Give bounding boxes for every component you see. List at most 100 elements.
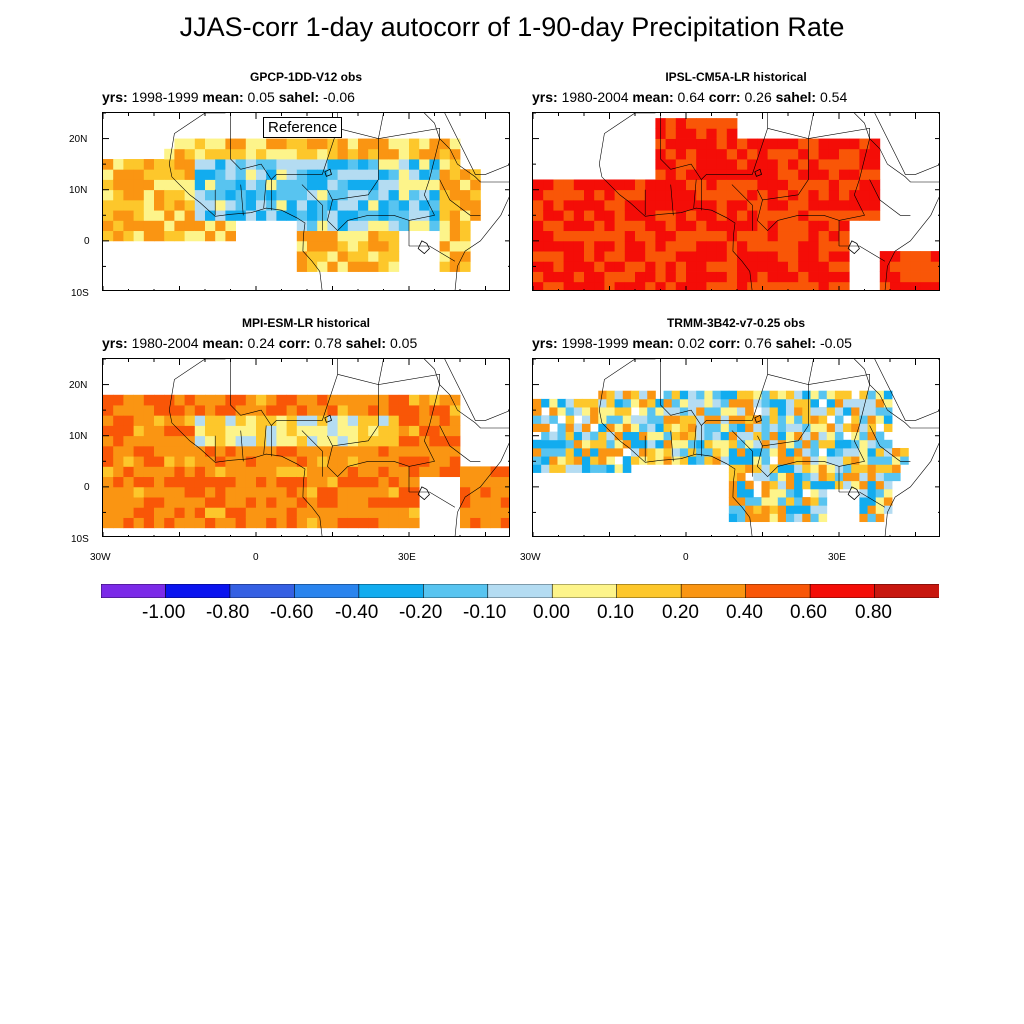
heatmap-cell bbox=[828, 240, 840, 252]
heatmap-cell bbox=[930, 251, 939, 262]
heatmap-cell bbox=[696, 261, 707, 272]
heatmap-cell bbox=[409, 189, 420, 201]
heatmap-cell bbox=[767, 138, 779, 150]
lake-outline bbox=[847, 240, 860, 255]
heatmap-cell bbox=[317, 240, 328, 252]
heatmap-cell bbox=[563, 179, 575, 191]
heatmap-cell bbox=[810, 407, 819, 416]
heatmap-cell bbox=[581, 447, 591, 457]
map-plot bbox=[532, 112, 940, 291]
heatmap-cell bbox=[614, 179, 626, 191]
colorbar-swatch bbox=[165, 584, 231, 598]
heatmap-cell bbox=[470, 476, 481, 488]
heatmap-cell bbox=[245, 517, 257, 529]
heatmap-cell bbox=[133, 405, 145, 416]
heatmap-cell bbox=[688, 415, 697, 424]
heatmap-cell bbox=[802, 439, 811, 449]
lat-tick-label: 20N bbox=[69, 134, 88, 145]
heatmap-cell bbox=[307, 456, 318, 467]
heatmap-cell bbox=[665, 118, 677, 129]
panel-ipsl: IPSL-CM5A-LR historical yrs: 1980-2004 m… bbox=[530, 70, 942, 305]
heatmap-cell bbox=[769, 390, 779, 400]
heatmap-cell bbox=[883, 439, 893, 449]
heatmap-cell bbox=[449, 456, 461, 467]
heatmap-cell bbox=[737, 148, 748, 160]
heatmap-cell bbox=[818, 148, 830, 160]
heatmap-cell bbox=[164, 210, 175, 221]
heatmap-cell bbox=[164, 435, 175, 447]
heatmap-cell bbox=[533, 423, 542, 433]
heatmap-cell bbox=[606, 456, 615, 465]
heatmap-cell bbox=[859, 138, 870, 150]
heatmap-cell bbox=[480, 507, 491, 518]
heatmap-cell bbox=[358, 138, 369, 150]
heatmap-cell bbox=[500, 486, 509, 498]
heatmap-cell bbox=[194, 415, 206, 426]
lon-tick-label: 30W bbox=[90, 552, 111, 563]
heatmap-cell bbox=[839, 251, 850, 262]
heatmap-cell bbox=[549, 415, 558, 424]
heatmap-cell bbox=[565, 407, 575, 416]
heatmap-cell bbox=[449, 199, 461, 211]
heatmap-cell bbox=[388, 466, 400, 478]
heatmap-cell bbox=[798, 230, 809, 242]
heatmap-cell bbox=[225, 199, 236, 211]
heatmap-cell bbox=[867, 480, 877, 490]
heatmap-cell bbox=[327, 159, 338, 170]
heatmap-cell bbox=[235, 456, 247, 467]
heatmap-cell bbox=[737, 464, 746, 473]
heatmap-cell bbox=[794, 447, 803, 457]
heatmap-cell bbox=[174, 445, 185, 457]
lat-tick-label: 0 bbox=[84, 236, 90, 247]
heatmap-cell bbox=[245, 445, 257, 457]
heatmap-cell bbox=[103, 394, 114, 406]
heatmap-cell bbox=[843, 480, 852, 490]
heatmap-cell bbox=[557, 431, 567, 441]
heatmap-cell bbox=[761, 423, 771, 433]
heatmap-cell bbox=[256, 179, 267, 191]
heatmap-cell bbox=[624, 261, 636, 272]
heatmap-cell bbox=[688, 439, 697, 449]
heatmap-cell bbox=[859, 159, 870, 170]
heatmap-cell bbox=[205, 159, 216, 170]
heatmap-cell bbox=[543, 210, 554, 221]
heatmap-cell bbox=[184, 138, 196, 150]
heatmap-cell bbox=[368, 138, 379, 150]
heatmap-cell bbox=[900, 447, 909, 457]
map-outline bbox=[670, 184, 674, 216]
heatmap-cell bbox=[777, 261, 789, 272]
heatmap-cell bbox=[720, 447, 730, 457]
heatmap-cell bbox=[347, 189, 359, 201]
heatmap-cell bbox=[378, 261, 389, 272]
heatmap-cell bbox=[205, 476, 216, 488]
heatmap-cell bbox=[777, 447, 787, 457]
heatmap-cell bbox=[818, 179, 830, 191]
heatmap-cell bbox=[235, 445, 247, 457]
heatmap-cell bbox=[720, 407, 730, 416]
heatmap-cell bbox=[215, 476, 226, 488]
heatmap-cell bbox=[639, 431, 648, 441]
heatmap-cell bbox=[859, 189, 870, 201]
heatmap-cell bbox=[327, 507, 338, 518]
heatmap-cell bbox=[798, 240, 809, 252]
heatmap-cell bbox=[553, 261, 564, 272]
heatmap-cell bbox=[533, 240, 544, 252]
heatmap-cell bbox=[541, 431, 550, 441]
heatmap-cell bbox=[368, 486, 379, 498]
heatmap-cell bbox=[439, 425, 451, 437]
sahel-label: sahel: bbox=[775, 335, 817, 351]
heatmap-cell bbox=[777, 398, 787, 408]
heatmap-cell bbox=[647, 431, 656, 441]
map-plot bbox=[102, 358, 510, 537]
heatmap-cell bbox=[890, 271, 901, 283]
map-plot bbox=[102, 112, 510, 291]
heatmap-cell bbox=[728, 431, 738, 441]
heatmap-cell bbox=[347, 466, 359, 478]
heatmap-cell bbox=[712, 439, 722, 449]
heatmap-cell bbox=[584, 199, 595, 211]
heatmap-cell bbox=[930, 261, 939, 272]
heatmap-cell bbox=[317, 138, 328, 150]
heatmap-cell bbox=[123, 435, 134, 447]
heatmap-cell bbox=[266, 405, 277, 416]
heatmap-cell bbox=[398, 466, 410, 478]
